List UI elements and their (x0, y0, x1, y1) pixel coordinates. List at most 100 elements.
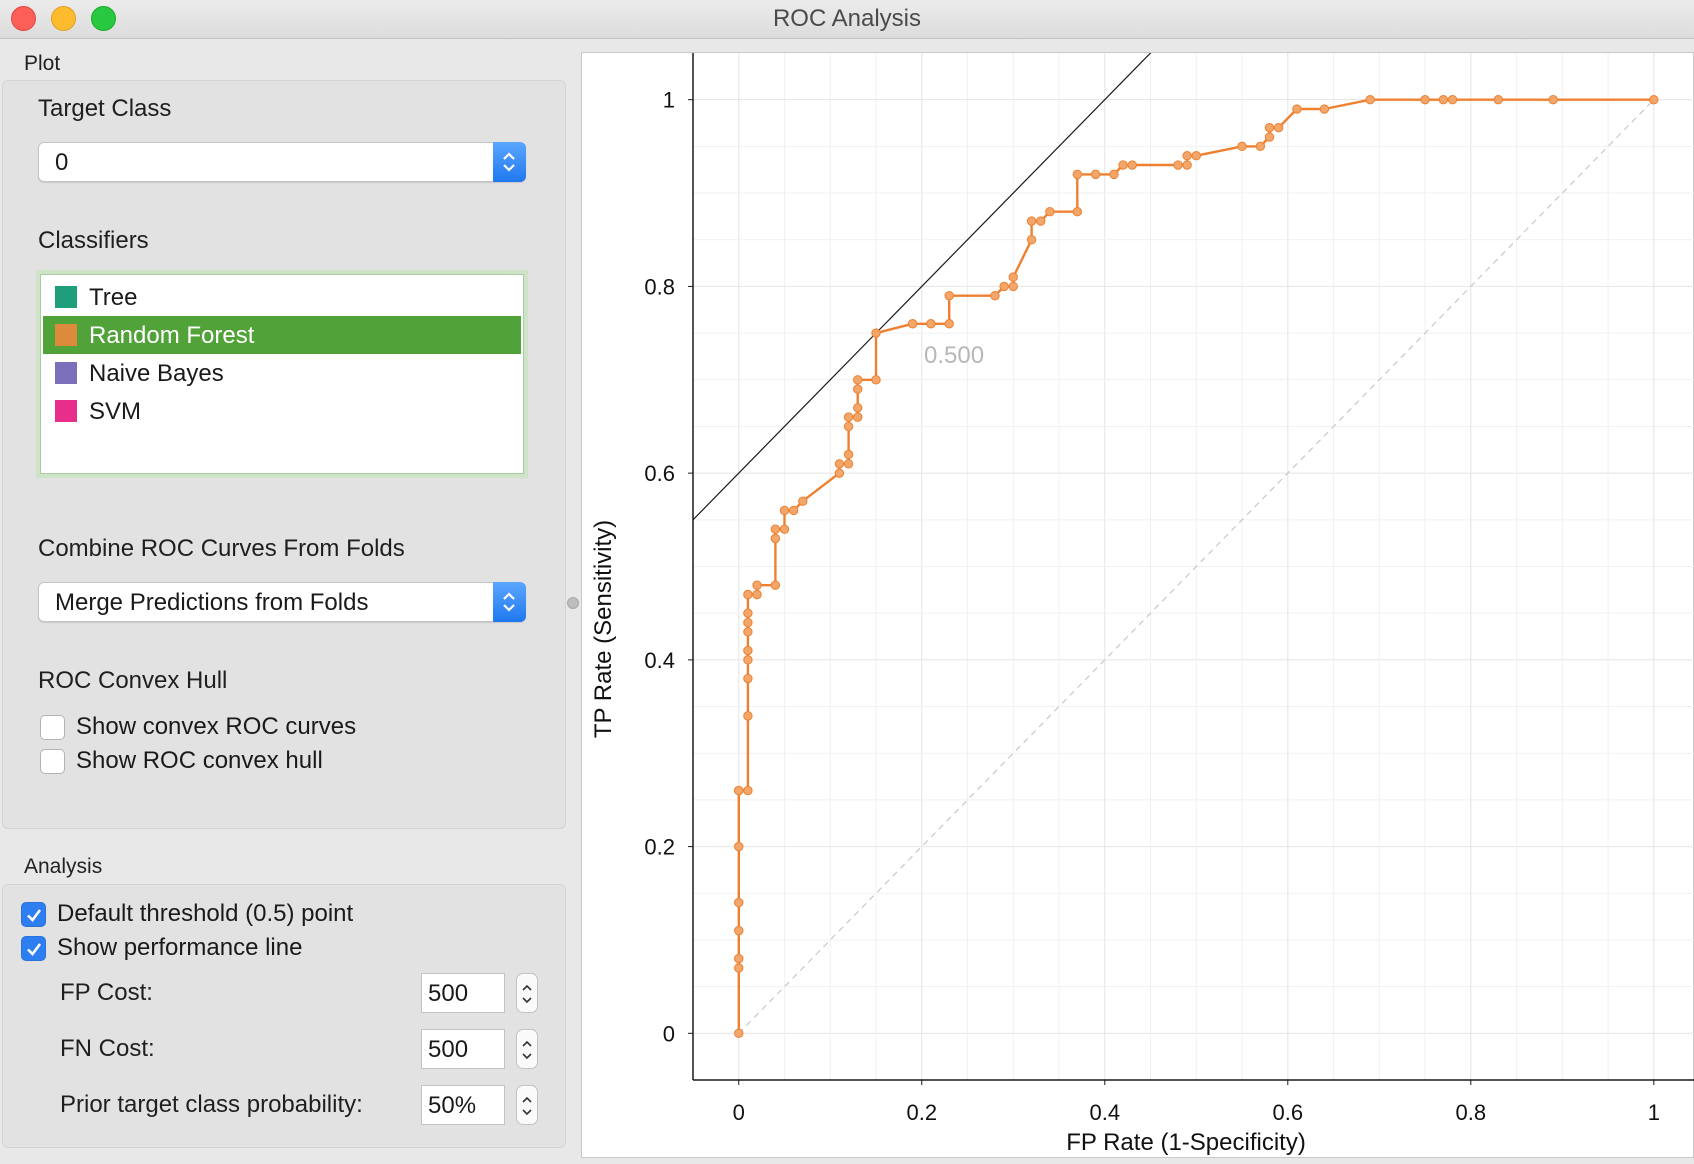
zoom-window-button[interactable] (91, 6, 116, 31)
roc-point (871, 375, 881, 385)
x-tick-label: 0.4 (1089, 1100, 1120, 1125)
roc-point (743, 627, 753, 637)
y-axis-label: TP Rate (Sensitivity) (590, 520, 617, 738)
roc-point (1072, 169, 1083, 180)
y-tick-label: 0.2 (644, 835, 675, 860)
roc-point (752, 589, 762, 600)
checkbox-label: Show convex ROC curves (76, 713, 357, 740)
roc-chart: 0 0.2 0.4 0.6 0.8 1 0 0.2 0.4 0.6 0.8 1 FP Rate (1-… (590, 53, 1694, 1156)
roc-point (1292, 104, 1302, 114)
classifier-name: Naive Bayes (89, 360, 224, 387)
checkbox-box[interactable] (40, 749, 65, 774)
svm-color-swatch (55, 400, 77, 422)
roc-point (853, 384, 863, 394)
roc-point (1026, 235, 1037, 245)
roc-point (734, 841, 744, 852)
roc-point (734, 953, 744, 964)
roc-plot-area[interactable]: 0 0.2 0.4 0.6 0.8 1 0 0.2 0.4 0.6 0.8 1 FP Rate (1-… (581, 52, 1694, 1158)
y-tick-label: 0 (663, 1021, 675, 1046)
target-class-value: 0 (55, 149, 69, 176)
y-tick-label: 0.8 (644, 274, 675, 299)
combine-folds-combo[interactable]: Merge Predictions from Folds (38, 582, 526, 622)
analysis-section-label: Analysis (24, 855, 103, 878)
roc-point (853, 375, 863, 385)
fn-cost-label: FN Cost: (60, 1035, 155, 1062)
roc-point (926, 319, 936, 329)
classifier-item-random-forest[interactable]: Random Forest (43, 316, 521, 354)
roc-point (843, 412, 854, 422)
roc-point (779, 505, 790, 516)
fn-cost-input[interactable]: 500 (421, 1029, 505, 1069)
roc-point (1548, 94, 1558, 105)
tree-color-swatch (55, 286, 77, 308)
fp-cost-input[interactable]: 500 (421, 973, 505, 1013)
checkbox-box[interactable] (40, 715, 65, 740)
checkbox-box[interactable] (21, 902, 46, 927)
prior-probability-input[interactable]: 50% (421, 1085, 505, 1125)
y-tick-label: 0.4 (644, 648, 675, 673)
checkmark-icon (27, 909, 42, 922)
checkbox-label: Show ROC convex hull (76, 747, 323, 774)
checkmark-icon (27, 943, 42, 956)
roc-point (1173, 160, 1183, 170)
close-window-button[interactable] (11, 6, 36, 31)
combine-folds-label: Combine ROC Curves From Folds (38, 535, 405, 562)
roc-point (990, 291, 1000, 301)
roc-point (944, 291, 954, 301)
target-class-label: Target Class (38, 95, 172, 122)
roc-point (734, 925, 744, 936)
roc-point (770, 533, 781, 544)
diagonal-reference-line (738, 99, 1655, 1034)
roc-point (734, 897, 744, 908)
minimize-window-button[interactable] (51, 6, 76, 31)
roc-point (743, 673, 753, 684)
stepper-arrows-icon (522, 1096, 532, 1116)
roc-point (743, 645, 753, 656)
splitter-handle[interactable] (567, 597, 579, 609)
classifiers-list[interactable]: Tree Random Forest Naive Bayes SVM (40, 274, 524, 474)
x-tick-label: 0.8 (1456, 1100, 1487, 1125)
combine-folds-value: Merge Predictions from Folds (55, 589, 369, 616)
roc-point (1264, 122, 1275, 133)
plot-section-label: Plot (24, 52, 61, 75)
roc-point (834, 459, 845, 469)
roc-point (1237, 141, 1247, 152)
roc-point (1109, 169, 1119, 180)
x-tick-label: 0.2 (906, 1100, 937, 1125)
classifiers-label: Classifiers (38, 227, 149, 254)
roc-point (999, 281, 1009, 292)
roc-point (843, 459, 854, 469)
roc-point (743, 617, 753, 628)
target-class-combo[interactable]: 0 (38, 142, 526, 182)
roc-point (1026, 216, 1037, 226)
x-axis-label: FP Rate (1-Specificity) (1066, 1129, 1306, 1156)
roc-point (1090, 169, 1101, 180)
checkbox-label: Show performance line (57, 934, 303, 961)
fp-cost-label: FP Cost: (60, 979, 153, 1006)
roc-point (734, 963, 744, 973)
performance-line (693, 53, 1152, 521)
fn-cost-stepper[interactable] (516, 1029, 538, 1069)
axis-ticks: 0 0.2 0.4 0.6 0.8 1 0 0.2 0.4 0.6 0.8 1 (644, 88, 1660, 1125)
checkbox-label: Default threshold (0.5) point (57, 900, 354, 927)
grid-lines (693, 53, 1694, 1080)
roc-point (743, 785, 753, 796)
roc-point (944, 319, 954, 329)
stepper-arrows-icon (522, 984, 532, 1004)
roc-point (843, 421, 854, 432)
roc-point (853, 403, 863, 413)
random-forest-color-swatch (55, 324, 77, 346)
roc-point (1273, 122, 1284, 133)
roc-point (1191, 151, 1201, 161)
classifier-item-svm[interactable]: SVM (43, 392, 521, 430)
fp-cost-stepper[interactable] (516, 973, 538, 1013)
checkbox-box[interactable] (21, 936, 46, 961)
roc-point (743, 711, 753, 721)
classifier-item-tree[interactable]: Tree (43, 278, 521, 316)
y-tick-label: 0.6 (644, 461, 675, 486)
roc-point (779, 524, 790, 534)
prior-probability-stepper[interactable] (516, 1085, 538, 1125)
classifier-item-naive-bayes[interactable]: Naive Bayes (43, 354, 521, 392)
roc-curves (734, 94, 1659, 1039)
